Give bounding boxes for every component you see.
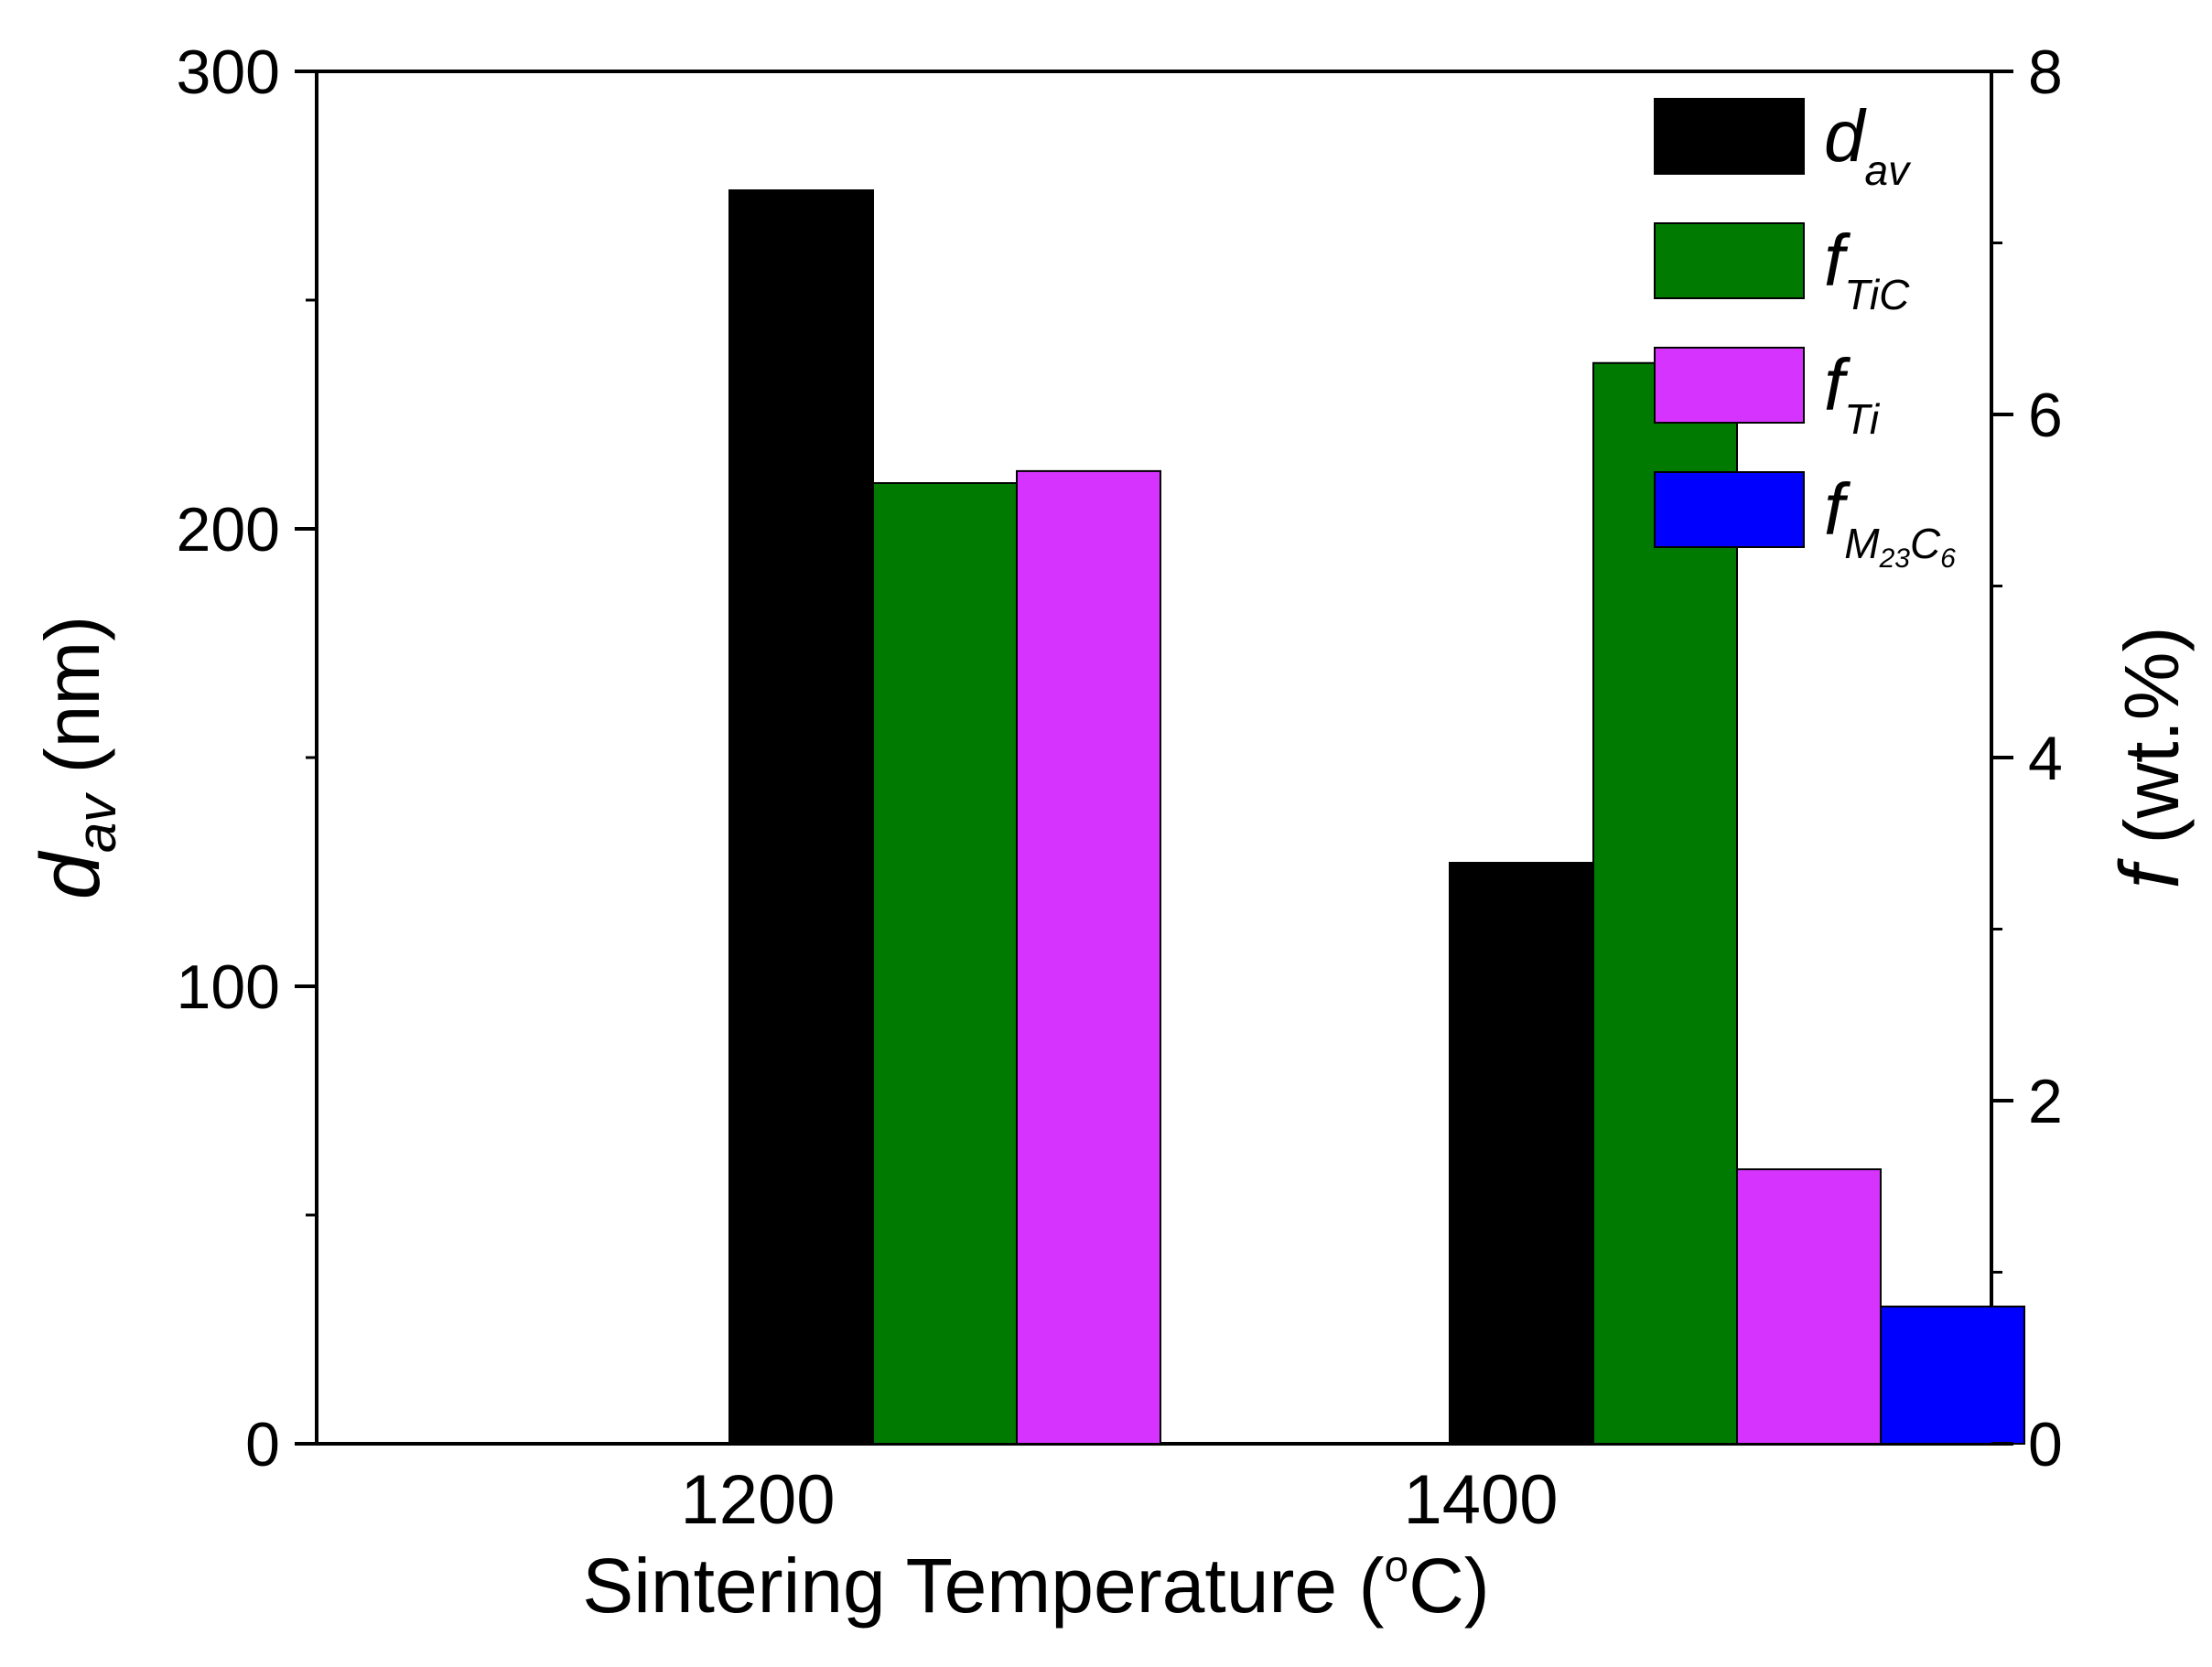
- left-tick-label: 100: [177, 952, 280, 1022]
- x-tick-label: 1200: [680, 1461, 835, 1539]
- left-axis-ticks: 0 100 200 300: [177, 38, 317, 1479]
- x-tick-label: 1400: [1403, 1461, 1558, 1539]
- x-title-degree: o: [1384, 1543, 1408, 1591]
- y-axis-left-title: dav (nm): [24, 616, 127, 900]
- legend-swatch-f_M23C6: [1654, 471, 1805, 548]
- y-left-unit: (nm): [29, 616, 115, 774]
- right-tick-label: 4: [2028, 724, 2063, 793]
- bar-f_Ti-1200: [1016, 469, 1161, 1445]
- left-tick-label: 200: [177, 495, 280, 565]
- bar-d_av-1200: [728, 189, 874, 1445]
- right-tick-label: 8: [2028, 38, 2063, 107]
- x-title-unit: C): [1408, 1543, 1490, 1629]
- legend: dav fTiC fTi fM23C6: [1654, 95, 1956, 574]
- left-tick-label: 300: [177, 38, 280, 107]
- bars-group: [728, 189, 2025, 1445]
- bar-f_TiC-1200: [872, 482, 1018, 1445]
- legend-swatch-f_Ti: [1654, 347, 1805, 424]
- legend-label-f_M23C6: fM23C6: [1824, 468, 1956, 574]
- bar-d_av-1400: [1449, 862, 1594, 1445]
- right-tick-label: 0: [2028, 1410, 2063, 1479]
- y-right-unit: (wt.%): [2109, 627, 2195, 844]
- x-title-main: Sintering Temperature (: [582, 1543, 1384, 1629]
- left-tick-label: 0: [245, 1410, 280, 1479]
- y-axis-right-title: f (wt.%): [2103, 627, 2196, 889]
- right-tick-label: 2: [2028, 1067, 2063, 1136]
- y-left-subscript: av: [66, 792, 127, 853]
- legend-swatch-d_av: [1654, 98, 1805, 175]
- x-axis-ticks: 1200 1400: [680, 1461, 1558, 1539]
- legend-label-f_Ti: fTi: [1824, 344, 1881, 443]
- legend-swatch-f_TiC: [1654, 222, 1805, 299]
- right-axis-ticks: 0 2 4 6 8: [1991, 38, 2063, 1479]
- y-left-symbol: d: [24, 850, 117, 899]
- bar-f_Ti-1400: [1736, 1168, 1882, 1445]
- legend-label-d_av: dav: [1824, 95, 1912, 194]
- legend-label-f_TiC: fTiC: [1824, 220, 1910, 318]
- x-axis-title: Sintering Temperature (oC): [582, 1543, 1490, 1629]
- bar-f_M23C6-1400: [1880, 1306, 2025, 1445]
- right-tick-label: 6: [2028, 381, 2063, 450]
